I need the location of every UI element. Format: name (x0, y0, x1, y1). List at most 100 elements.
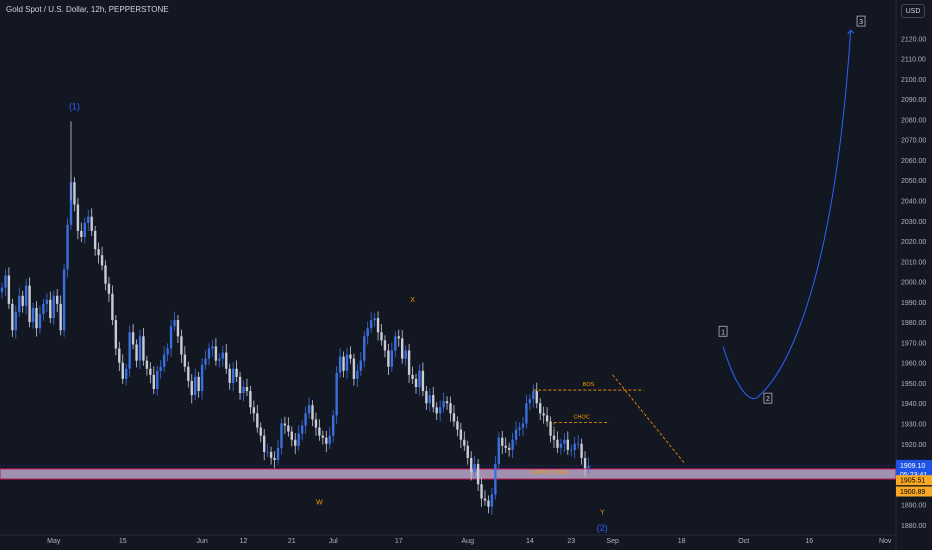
candle-body (235, 368, 238, 377)
candle-body (456, 421, 459, 430)
price-tick-label: 1890.00 (901, 503, 926, 510)
candle-body (228, 368, 231, 383)
price-tick-label: 2070.00 (901, 138, 926, 145)
candle-body (59, 303, 62, 331)
candle-body (525, 403, 528, 424)
candle-body (304, 413, 307, 426)
projection-label: 1 (721, 329, 725, 336)
time-tick-label: Sep (606, 538, 619, 545)
candle-body (345, 354, 349, 371)
candle-body (397, 336, 400, 339)
price-tick-label: 1990.00 (901, 300, 926, 307)
candle-body (390, 350, 394, 367)
candle-body (521, 423, 525, 428)
wave-label-orange: W (316, 500, 323, 507)
candle-body (121, 362, 124, 379)
candle-body (459, 429, 463, 440)
trendline (612, 374, 686, 465)
candle-body (501, 437, 504, 446)
wave-label-orange: Y (600, 510, 605, 517)
candle-body (18, 295, 21, 312)
candle-body (442, 401, 445, 408)
candle-body (297, 433, 300, 446)
candle-body (169, 326, 173, 349)
candle-body (21, 295, 24, 306)
time-tick-label: May (47, 538, 61, 545)
candle-body (535, 391, 538, 404)
candle-body (528, 399, 532, 404)
currency-button[interactable]: USD (901, 4, 925, 18)
candle-body (539, 403, 542, 414)
price-tick-label: 1930.00 (901, 421, 926, 428)
candle-body (514, 429, 518, 440)
candle-body (194, 376, 197, 396)
candle-body (414, 378, 418, 388)
candle-body (80, 230, 83, 237)
candle-body (31, 307, 35, 323)
candle-body (532, 391, 535, 400)
candle-body (452, 413, 456, 422)
price-tick-label: 1880.00 (901, 523, 926, 530)
time-tick-label: 16 (805, 538, 813, 545)
candle-body (4, 275, 7, 288)
candle-body (318, 427, 321, 436)
time-tick-label: Aug (462, 538, 475, 545)
candle-body (438, 407, 442, 414)
projection-label-box (763, 392, 773, 404)
candle-body (476, 464, 480, 485)
projection-label-box (718, 325, 728, 337)
candle-body (549, 421, 552, 436)
candle-body (556, 439, 559, 448)
candle-body (38, 314, 42, 329)
candle-body (225, 352, 228, 369)
candle-body (394, 336, 397, 351)
chart-title: Gold Spot / U.S. Dollar, 12h, PEPPERSTON… (6, 5, 169, 14)
candle-body (87, 216, 90, 223)
price-tick-label: 2040.00 (901, 198, 926, 205)
price-tick-label: 2110.00 (901, 57, 926, 64)
candle-body (576, 443, 580, 445)
candle-body (107, 283, 111, 294)
candle-body (28, 285, 31, 323)
candle-body (445, 401, 449, 404)
candle-body (245, 387, 249, 392)
candle-body (369, 320, 373, 329)
candle-body (142, 336, 145, 361)
candle-body (321, 435, 325, 438)
annotation-label: CHOC (573, 414, 589, 420)
candle-body (11, 303, 14, 331)
candle-body (231, 368, 235, 383)
candle-body (49, 299, 52, 319)
candle-body (156, 370, 159, 390)
candle-body (111, 293, 114, 321)
candle-body (421, 370, 425, 392)
candle-body (511, 439, 514, 450)
candle-body (276, 447, 280, 460)
candle-body (387, 350, 390, 367)
candle-body (42, 303, 45, 315)
candle-body (411, 374, 414, 379)
price-tick-label: 1970.00 (901, 340, 926, 347)
candle-body (342, 356, 345, 371)
candle-body (35, 307, 38, 329)
price-tick-label: 2100.00 (901, 77, 926, 84)
time-tick-label: 18 (678, 538, 686, 545)
candle-body (238, 376, 242, 394)
candle-body (349, 354, 352, 359)
candle-body (0, 287, 4, 292)
candle-body (266, 451, 269, 453)
candle-body (483, 498, 487, 501)
candle-body (497, 437, 500, 465)
candle-body (373, 318, 376, 321)
candle-body (425, 391, 428, 404)
candle-body (583, 457, 587, 469)
candle-body (335, 372, 338, 416)
candle-body (152, 374, 155, 390)
candle-body (380, 332, 383, 341)
wave-label-blue: (2) (597, 523, 608, 533)
candle-body (173, 320, 176, 327)
time-tick-label: Nov (879, 538, 892, 545)
candle-body (90, 216, 93, 231)
candle-body (97, 249, 100, 256)
